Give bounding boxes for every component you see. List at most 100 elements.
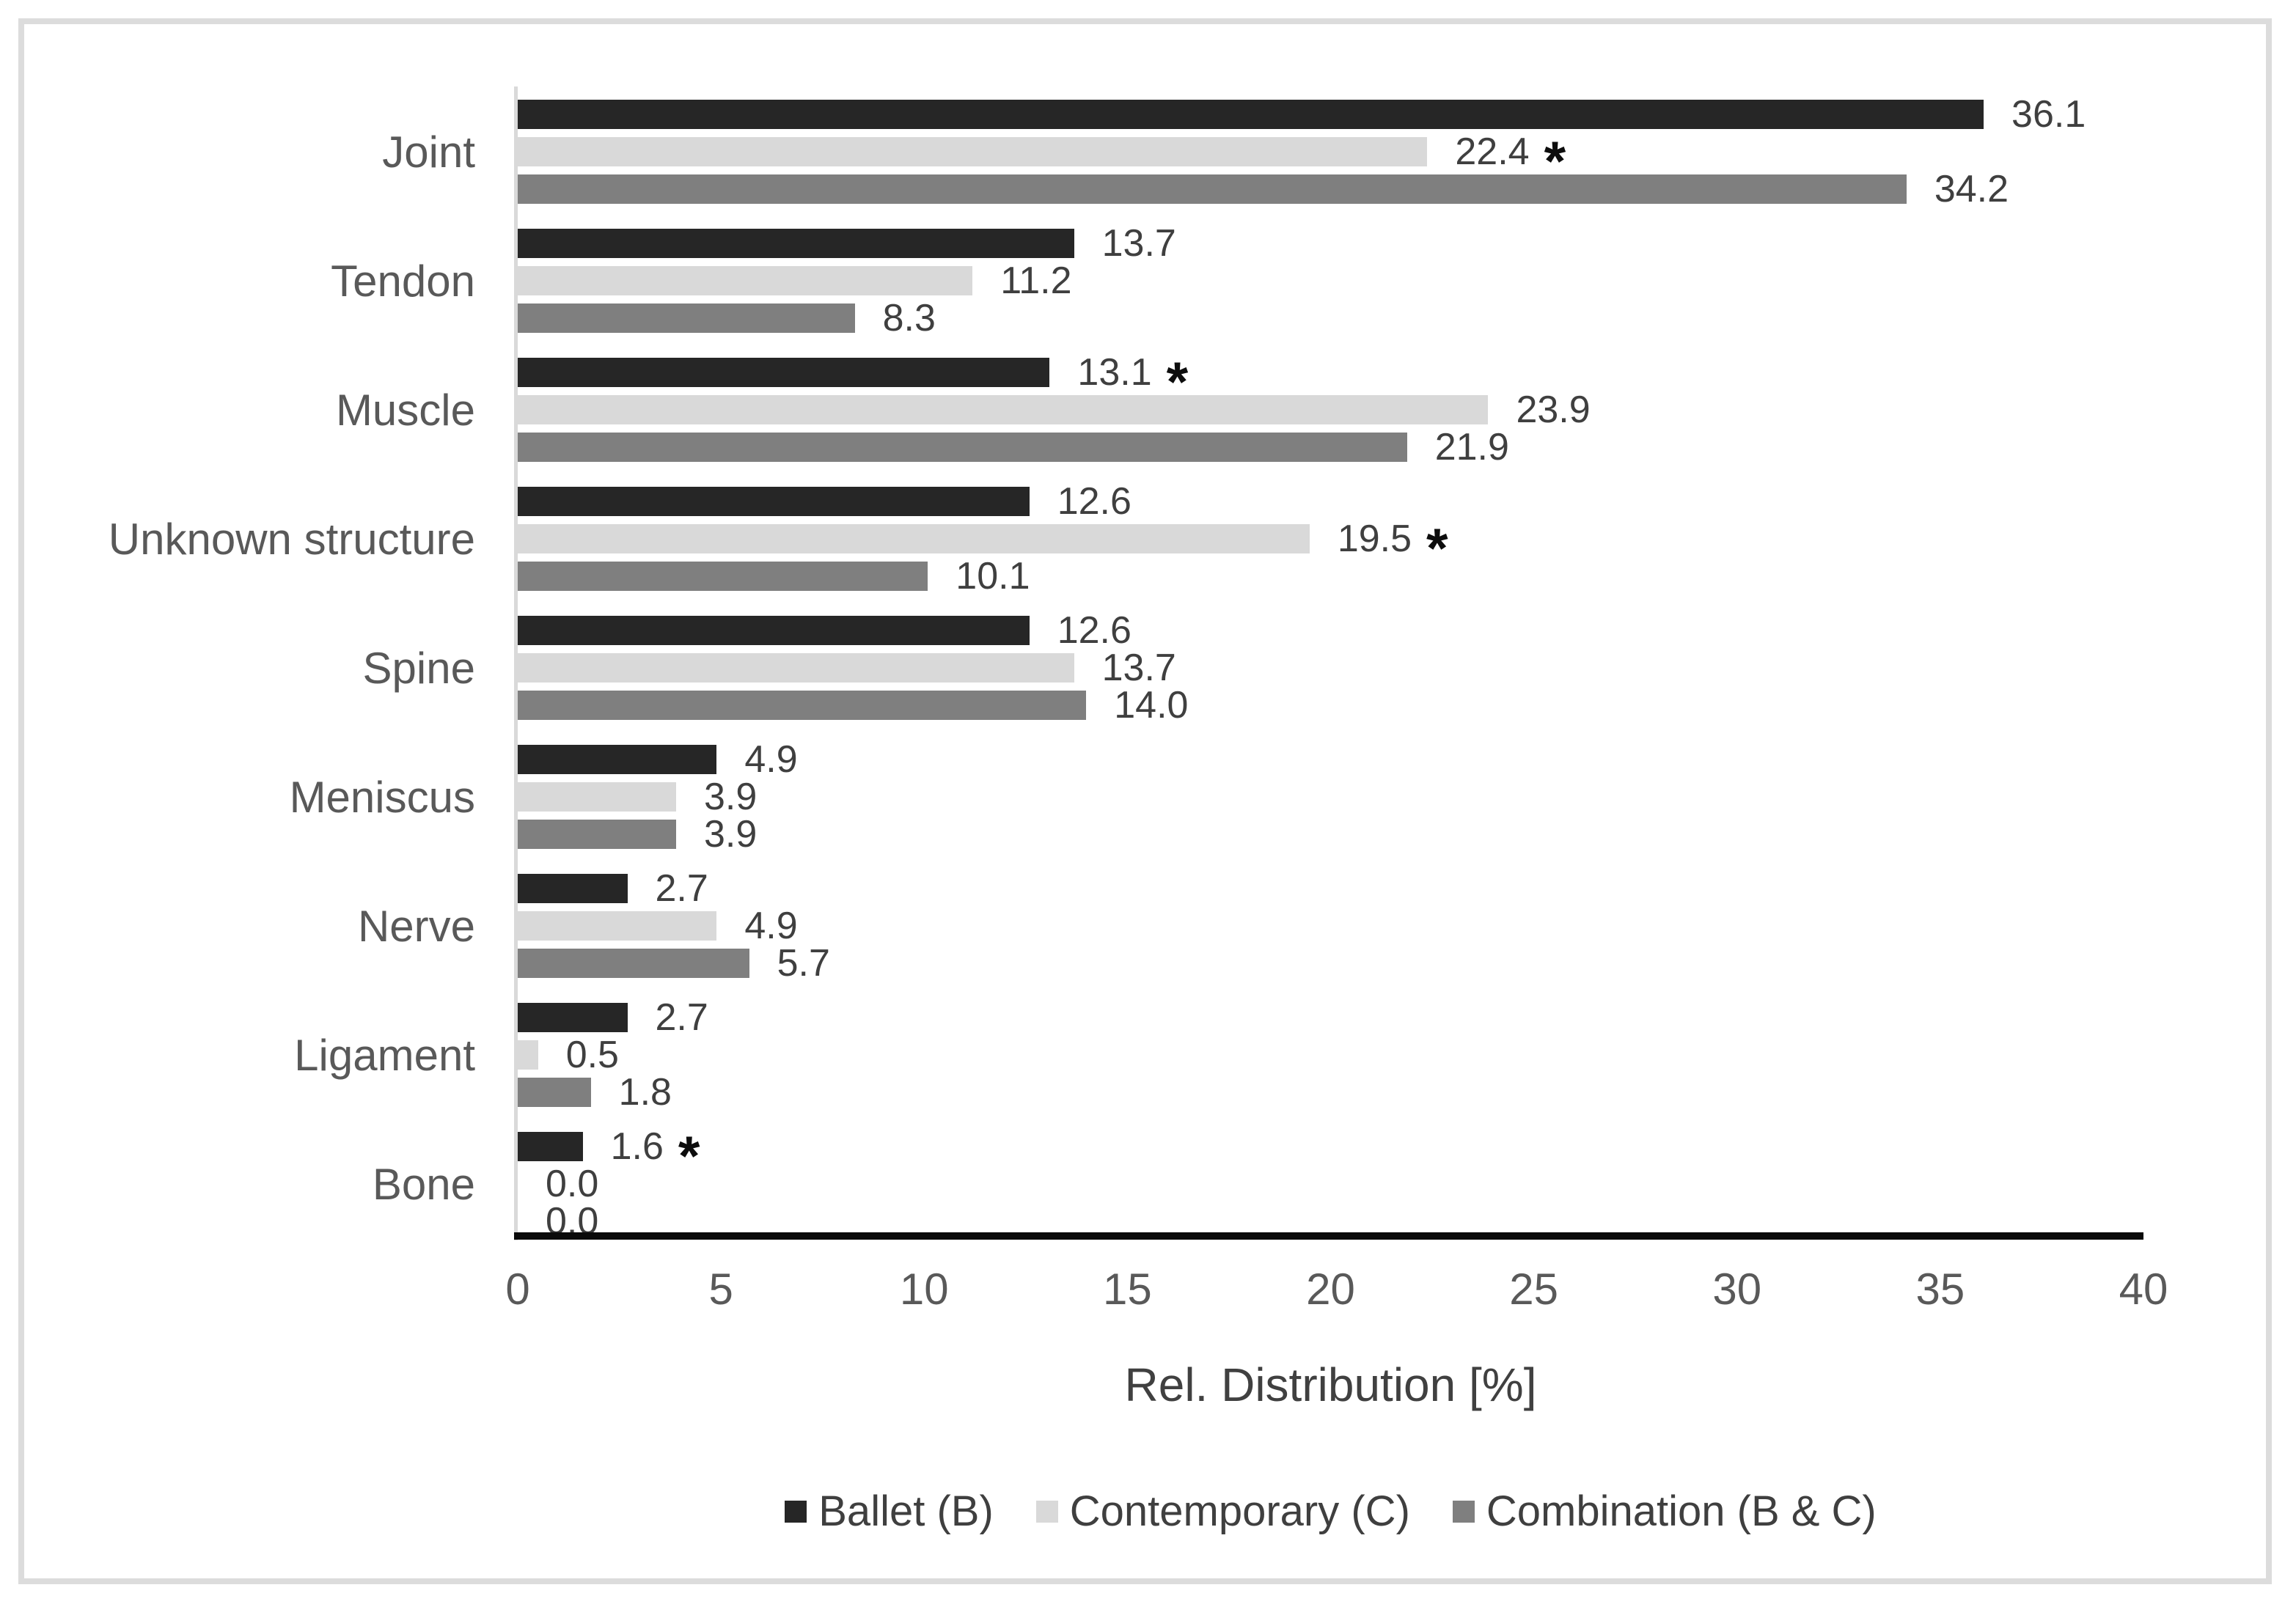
bar-group: Nerve 2.7 4.9 5.7	[0, 869, 2142, 982]
bar-row: 3.9	[518, 778, 2142, 816]
value-label: 13.7	[1101, 222, 1176, 265]
bar	[518, 395, 1489, 424]
y-axis-line	[514, 87, 518, 1240]
legend-item: Ballet (B)	[785, 1487, 994, 1536]
bars-column: 12.6 13.7 14.0	[518, 611, 2142, 724]
x-tick-label: 35	[1915, 1265, 1965, 1314]
bar	[518, 174, 1907, 204]
bar	[518, 1132, 583, 1161]
value-label: 14.0	[1114, 684, 1189, 726]
bar-row: 34.2	[518, 170, 2142, 208]
value-label: 4.9	[744, 905, 798, 947]
bar	[518, 303, 855, 333]
bar	[518, 616, 1030, 645]
bar-group: Bone 1.6 * 0.0 0.0	[0, 1127, 2142, 1240]
x-tick-label: 5	[708, 1265, 733, 1314]
x-tick-label: 40	[2119, 1265, 2168, 1314]
bar-row: 13.7	[518, 649, 2142, 687]
legend-swatch	[1035, 1500, 1058, 1523]
bars-column: 12.6 19.5 * 10.1	[518, 482, 2142, 595]
bar-row: 5.7	[518, 944, 2142, 982]
bars-column: 2.7 0.5 1.8	[518, 998, 2142, 1111]
bar	[518, 524, 1310, 553]
value-label: 21.9	[1434, 426, 1509, 468]
value-label: 2.7	[655, 867, 708, 910]
bar-row: 2.7	[518, 998, 2142, 1037]
x-tick-label: 10	[899, 1265, 949, 1314]
bar-row: 3.9	[518, 815, 2142, 853]
legend-label: Contemporary (C)	[1069, 1487, 1410, 1535]
value-label: 34.2	[1934, 168, 2009, 210]
value-label: 12.6	[1057, 480, 1132, 523]
bar-row: 13.1 *	[518, 353, 2142, 411]
legend: Ballet (B) Contemporary (C) Combination (B…	[518, 1487, 2143, 1536]
bar	[518, 137, 1428, 166]
bar	[518, 745, 717, 774]
bar-row: 10.1	[518, 557, 2142, 595]
category-label: Muscle	[335, 385, 475, 435]
bar-row: 22.4 *	[518, 133, 2142, 190]
bar	[518, 266, 973, 295]
legend-swatch	[1452, 1500, 1475, 1523]
bar	[518, 562, 928, 591]
category-label: Bone	[372, 1159, 475, 1209]
x-tick-label: 20	[1306, 1265, 1355, 1314]
bar	[518, 874, 628, 903]
bar	[518, 1078, 591, 1107]
bar-groups: Joint 36.1 22.4 * 34.2 Tendon 13.7 11.2 8.3 Muscl…	[0, 95, 2142, 1240]
value-label: 19.5	[1337, 518, 1412, 560]
bar	[518, 358, 1050, 387]
legend-item: Combination (B & C)	[1452, 1487, 1877, 1536]
bar-row: 0.0	[518, 1202, 2142, 1240]
value-label: 4.9	[744, 738, 798, 781]
bar-group: Spine 12.6 13.7 14.0	[0, 611, 2142, 724]
value-label: 1.6	[610, 1125, 664, 1168]
bar	[518, 911, 717, 941]
bar-row: 1.8	[518, 1073, 2142, 1111]
bar	[518, 653, 1074, 683]
x-axis-line	[514, 1232, 2143, 1240]
x-tick-label: 30	[1712, 1265, 1762, 1314]
legend-swatch	[785, 1500, 807, 1523]
bars-column: 13.7 11.2 8.3	[518, 224, 2142, 337]
value-label: 0.0	[546, 1163, 599, 1205]
bar	[518, 487, 1030, 516]
category-label: Joint	[382, 127, 475, 177]
value-label: 11.2	[1000, 260, 1072, 302]
category-label: Nerve	[357, 901, 475, 951]
x-axis-ticks: 0 5 10 15 20 25 30 35 40	[505, 1264, 2168, 1315]
value-label: 22.4	[1455, 130, 1530, 173]
value-label: 8.3	[882, 297, 936, 339]
category-label: Unknown structure	[108, 514, 475, 564]
bars-column: 36.1 22.4 * 34.2	[518, 95, 2142, 208]
x-tick-label: 15	[1103, 1265, 1152, 1314]
bar	[518, 433, 1407, 462]
value-label: 13.7	[1101, 647, 1176, 689]
category-label: Spine	[362, 643, 475, 693]
bar-row: 21.9	[518, 428, 2142, 466]
bar-group: Muscle 13.1 * 23.9 21.9	[0, 353, 2142, 466]
bar-row: 0.0	[518, 1165, 2142, 1203]
bar	[518, 229, 1074, 258]
bar-row: 12.6	[518, 611, 2142, 650]
value-label: 2.7	[655, 996, 708, 1039]
bar-row: 23.9	[518, 391, 2142, 429]
bar-row: 4.9	[518, 907, 2142, 945]
bar-group: Ligament 2.7 0.5 1.8	[0, 998, 2142, 1111]
value-label: 1.8	[618, 1071, 672, 1114]
bar-row: 11.2	[518, 262, 2142, 300]
bar-row: 8.3	[518, 299, 2142, 337]
bar	[518, 820, 676, 849]
bar	[518, 782, 676, 812]
bar	[518, 949, 749, 978]
x-tick-label: 0	[505, 1265, 530, 1314]
x-tick-label: 25	[1509, 1265, 1558, 1314]
x-axis-title: Rel. Distribution [%]	[1124, 1358, 1537, 1411]
value-label: 0.5	[565, 1034, 619, 1076]
legend-label: Combination (B & C)	[1486, 1487, 1877, 1535]
value-label: 36.1	[2011, 93, 2086, 136]
legend-label: Ballet (B)	[818, 1487, 994, 1535]
bar-group: Unknown structure 12.6 19.5 * 10.1	[0, 482, 2142, 595]
bar	[518, 691, 1087, 720]
value-label: 5.7	[777, 942, 830, 985]
